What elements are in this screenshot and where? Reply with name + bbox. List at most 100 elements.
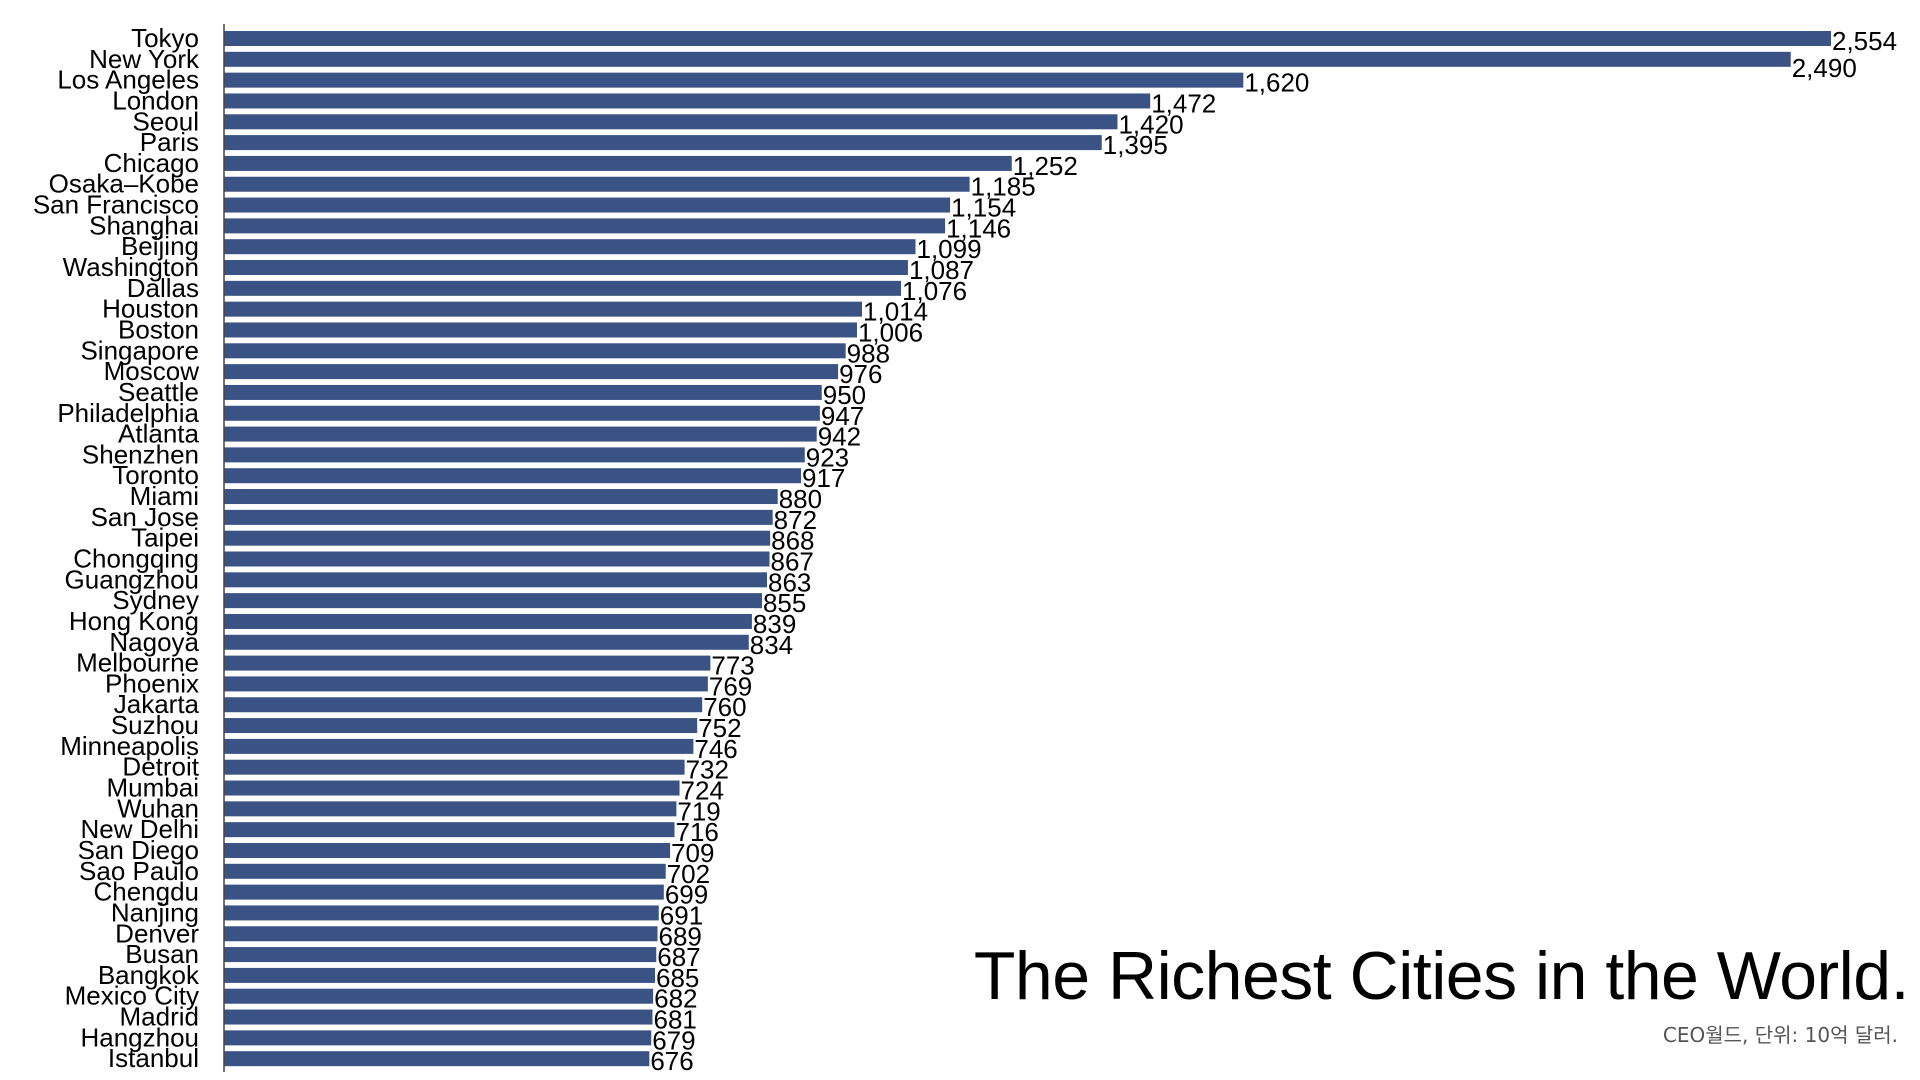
city-label: Tokyo	[131, 23, 199, 53]
bar	[224, 218, 946, 234]
city-label: Bangkok	[98, 960, 200, 990]
value-label: 681	[653, 1005, 696, 1035]
bar	[224, 530, 771, 546]
bar	[224, 863, 666, 879]
value-label: 679	[652, 1025, 695, 1055]
value-label: 2,554	[1832, 26, 1897, 56]
city-label: Sao Paulo	[79, 856, 199, 886]
value-label: 880	[779, 484, 822, 514]
city-label: London	[112, 85, 199, 115]
bar	[224, 655, 711, 671]
city-label: Chongqing	[73, 544, 199, 574]
bar	[224, 613, 752, 629]
city-label: Nanjing	[111, 897, 199, 927]
bar	[224, 926, 658, 942]
value-label: 699	[665, 880, 708, 910]
city-label: Chicago	[104, 148, 199, 178]
city-label: Boston	[118, 314, 199, 344]
value-label: 947	[821, 401, 864, 431]
value-label: 1,154	[951, 193, 1016, 223]
bar	[224, 738, 694, 754]
city-label: Chengdu	[93, 877, 199, 907]
bar	[224, 384, 822, 400]
bar	[224, 489, 778, 505]
bar	[224, 197, 951, 213]
bar	[224, 301, 863, 317]
bar	[224, 988, 654, 1004]
value-label: 839	[753, 609, 796, 639]
city-label: Philadelphia	[57, 398, 199, 428]
value-label: 1,076	[902, 276, 967, 306]
value-label: 687	[657, 942, 700, 972]
city-label: Nagoya	[109, 627, 199, 657]
bar	[224, 468, 801, 484]
value-label: 834	[750, 630, 793, 660]
city-label: Istanbul	[108, 1043, 199, 1073]
city-label: Suzhou	[111, 710, 199, 740]
city-label: Phoenix	[105, 668, 199, 698]
chart-source-note: CEO월드, 단위: 10억 달러.	[1662, 1023, 1898, 1047]
city-label: Seattle	[118, 377, 199, 407]
bar	[224, 697, 703, 713]
value-label: 988	[847, 338, 890, 368]
city-label: Miami	[130, 481, 199, 511]
value-label: 1,472	[1151, 88, 1216, 118]
city-label: Los Angeles	[57, 65, 199, 95]
bar	[224, 1009, 653, 1025]
city-label: Dallas	[127, 273, 199, 303]
city-label: Detroit	[122, 752, 199, 782]
value-label: 1,014	[863, 297, 928, 327]
value-label: 1,146	[946, 213, 1011, 243]
value-label: 685	[656, 963, 699, 993]
city-label: San Jose	[91, 502, 199, 532]
value-label: 746	[694, 734, 737, 764]
bar	[224, 51, 1791, 67]
bar	[224, 31, 1831, 46]
value-label: 724	[681, 776, 724, 806]
bar	[224, 135, 1102, 151]
bar	[224, 509, 773, 525]
value-label: 942	[818, 422, 861, 452]
value-label: 950	[823, 380, 866, 410]
city-label: Moscow	[104, 356, 200, 386]
value-label: 1,395	[1103, 130, 1168, 160]
city-label: San Francisco	[33, 190, 199, 220]
bar	[224, 239, 916, 255]
city-label: Jakarta	[114, 689, 200, 719]
bar	[224, 447, 805, 463]
city-label: Houston	[102, 294, 199, 324]
bar	[224, 842, 671, 858]
bar	[224, 1051, 650, 1067]
city-label: Shanghai	[89, 210, 199, 240]
bar	[224, 676, 708, 692]
value-label: 917	[802, 463, 845, 493]
city-label: Singapore	[80, 335, 199, 365]
value-label: 855	[763, 588, 806, 618]
bar	[224, 551, 770, 567]
value-label: 1,087	[909, 255, 974, 285]
city-label: Busan	[125, 939, 199, 969]
city-label: Beijing	[121, 231, 199, 261]
value-label: 1,252	[1013, 151, 1078, 181]
city-label: Hong Kong	[69, 606, 199, 636]
value-label: 923	[806, 442, 849, 472]
value-label: 773	[711, 651, 754, 681]
bar	[224, 634, 749, 650]
bar	[224, 343, 846, 359]
bar	[224, 822, 675, 838]
city-label: Guangzhou	[65, 564, 199, 594]
bar	[224, 260, 908, 276]
bar	[224, 905, 659, 921]
city-label: Sydney	[112, 585, 199, 615]
bars-group	[224, 31, 1831, 1067]
value-label: 769	[709, 671, 752, 701]
city-label: Minneapolis	[60, 731, 199, 761]
bar	[224, 780, 680, 796]
city-label: New Delhi	[81, 814, 200, 844]
value-label: 760	[703, 692, 746, 722]
city-label: Osaka–Kobe	[49, 169, 199, 199]
value-label: 1,099	[917, 234, 982, 264]
bar	[224, 280, 902, 296]
bar	[224, 947, 657, 963]
